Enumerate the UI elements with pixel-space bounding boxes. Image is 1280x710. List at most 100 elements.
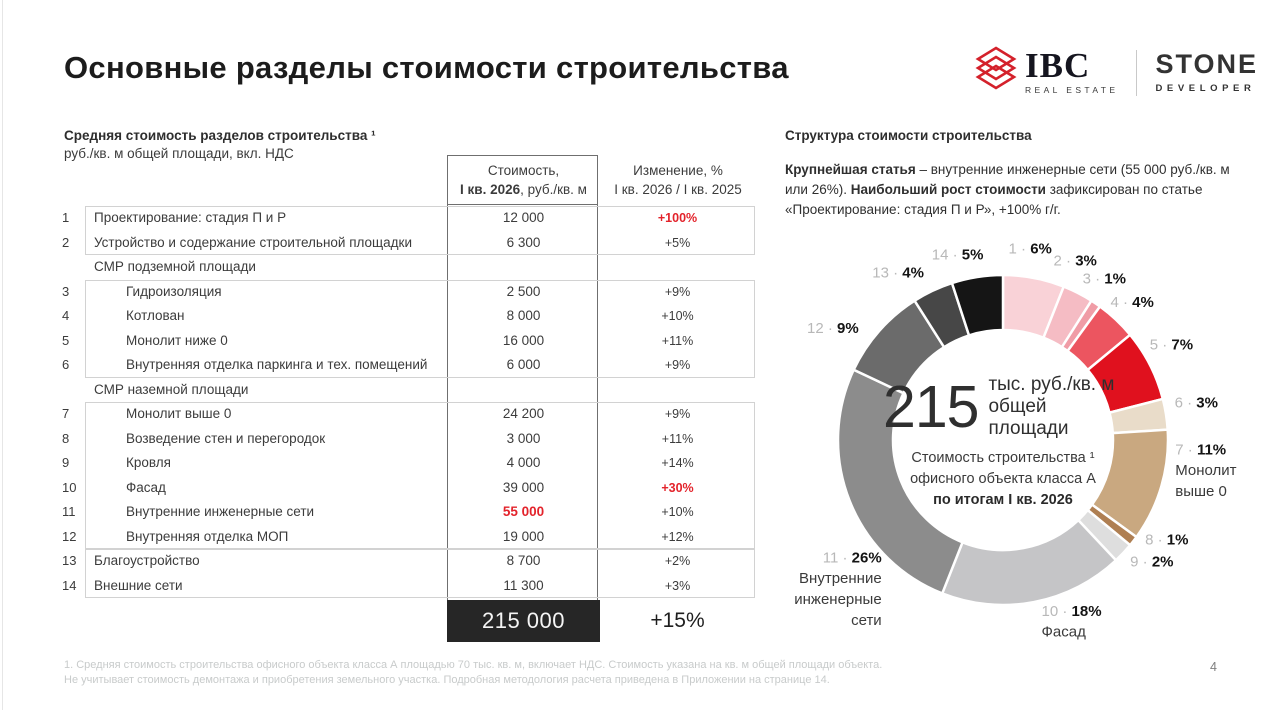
row-label: Внешние сети [94, 577, 183, 593]
table-title: Средняя стоимость разделов строительства… [64, 128, 376, 143]
center-unit-line1: тыс. руб./кв. м [988, 374, 1115, 395]
value-column-header: Стоимость, I кв. 2026, руб./кв. м [448, 161, 599, 199]
row-number: 1 [62, 210, 70, 225]
page-title: Основные разделы стоимости строительства [64, 50, 789, 85]
donut-segment-11 [836, 368, 965, 596]
donut-chart: 1 · 6% 2 · 3% 3 · 1% 4 · 4% 5 · 7% 6 · 3% 7 · … [780, 225, 1250, 650]
row-change: +10% [661, 309, 694, 323]
ibc-diamond-icon [975, 46, 1017, 99]
row-label: Возведение стен и перегородок [126, 430, 326, 446]
row-change: +12% [661, 529, 694, 544]
page-number: 4 [1210, 660, 1217, 674]
donut-svg: 1 · 6%2 · 3%3 · 1% 4 · 4% 5 · 7% 6 · 3% 7 · … [794, 240, 1236, 641]
change-header-line1: Изменение, % [633, 163, 723, 178]
value-header-line1: Стоимость, [487, 163, 560, 178]
chart-title: Структура стоимости строительства [785, 128, 1032, 143]
ibc-logo-text: IBC [1025, 46, 1091, 86]
logos: IBC REAL ESTATE STONE DEVELOPER [975, 46, 1258, 99]
row-change: +30% [661, 480, 694, 495]
donut-segment-14 [950, 273, 1005, 337]
row-value: 8 700 [506, 553, 541, 568]
row-change: +9% [664, 284, 691, 299]
total-value: 215 000 [481, 608, 566, 633]
center-value: 215 [883, 373, 979, 440]
row-value: 19 000 [502, 528, 545, 544]
row-value: 55 000 [502, 504, 545, 519]
ibc-logo: IBC REAL ESTATE [975, 46, 1118, 99]
row-value: 6 000 [506, 357, 541, 372]
table-section-header: СМР подземной площади [94, 259, 256, 274]
donut-label-name-11: сети [851, 612, 882, 629]
footnote-line1: 1. Средняя стоимость строительства офисн… [64, 659, 883, 671]
donut-center: 215 тыс. руб./кв. м общей площади Стоимо… [883, 374, 1123, 511]
center-caption-line1: Стоимость строительства ¹ [911, 450, 1095, 466]
row-change: +9% [664, 358, 691, 372]
row-label: Проектирование: стадия П и Р [94, 210, 287, 225]
row-value: 16 000 [502, 332, 545, 348]
center-unit: тыс. руб./кв. м общей площади [988, 374, 1123, 440]
row-value: 24 200 [502, 406, 545, 421]
row-label: Благоустройство [94, 553, 200, 568]
donut-label-10: 10 · 18% [1042, 603, 1102, 620]
row-number: 5 [62, 332, 70, 348]
donut-label-9: 9 · 2% [1130, 553, 1173, 570]
center-unit-line2: общей площади [988, 396, 1069, 439]
row-change: +2% [664, 554, 691, 568]
footnote-line2: Не учитывает стоимость демонтажа и приоб… [64, 674, 830, 686]
donut-label-name-11: инженерные [794, 591, 881, 608]
row-number: 13 [62, 553, 77, 568]
table-section-header: СМР наземной площади [94, 381, 249, 397]
row-label: Внутренние инженерные сети [126, 504, 315, 519]
row-number: 7 [62, 406, 70, 421]
donut-label-name-11: Внутренние [799, 570, 882, 587]
row-value: 6 300 [506, 234, 541, 250]
row-value: 4 000 [506, 455, 541, 470]
change-column-header: Изменение, % I кв. 2026 / I кв. 2025 [601, 161, 755, 199]
row-value: 12 000 [502, 210, 545, 225]
total-value-box: 215 000 [447, 600, 600, 642]
table-group-box [85, 206, 755, 255]
center-caption-line3: по итогам I кв. 2026 [933, 492, 1073, 508]
value-header-unit: , руб./кв. м [520, 182, 587, 197]
footnote: 1. Средняя стоимость строительства офисн… [64, 658, 1014, 688]
donut-label-3: 3 · 1% [1083, 270, 1126, 287]
row-label: Кровля [126, 455, 171, 470]
donut-label-1: 1 · 6% [1009, 240, 1052, 257]
chart-description: Крупнейшая статья – внутренние инженерны… [785, 160, 1253, 220]
row-number: 10 [62, 479, 77, 495]
row-number: 2 [62, 234, 70, 250]
row-label: Монолит выше 0 [126, 406, 232, 421]
chart-description-segment: зафиксирован по статье «Проектирование: … [785, 182, 1203, 217]
donut-segment-10 [940, 518, 1118, 607]
row-number: 8 [62, 430, 70, 446]
row-value: 11 300 [503, 577, 544, 593]
row-change: +14% [661, 456, 694, 470]
donut-label-name-7: Монолит [1175, 462, 1236, 479]
stone-logo-text: STONE [1155, 49, 1258, 79]
center-caption-line2: офисного объекта класса А [910, 471, 1096, 487]
row-change: +11% [661, 431, 694, 446]
stone-logo: STONE DEVELOPER [1155, 49, 1258, 95]
value-header-period: I кв. 2026 [460, 182, 521, 197]
donut-label-13: 13 · 4% [872, 264, 924, 281]
stone-logo-subtitle: DEVELOPER [1155, 83, 1256, 94]
donut-label-name-10: Фасад [1042, 624, 1087, 641]
row-value: 39 000 [502, 479, 545, 495]
donut-label-6: 6 · 3% [1175, 394, 1218, 411]
donut-label-4: 4 · 4% [1110, 293, 1153, 310]
table-group-box [85, 402, 755, 549]
row-number: 9 [62, 455, 70, 470]
row-label: Фасад [126, 479, 166, 495]
donut-label-11: 11 · 26% [823, 549, 882, 566]
row-value: 2 500 [506, 283, 541, 299]
row-change: +10% [661, 505, 694, 519]
row-change: +5% [664, 235, 691, 250]
row-label: Монолит ниже 0 [126, 332, 228, 348]
row-label: Внутренняя отделка паркинга и тех. помещ… [126, 357, 428, 372]
donut-label-12: 12 · 9% [807, 320, 859, 337]
donut-label-5: 5 · 7% [1150, 336, 1193, 353]
donut-label-8: 8 · 1% [1145, 531, 1188, 548]
donut-label-14: 14 · 5% [932, 246, 984, 263]
row-number: 6 [62, 357, 70, 372]
